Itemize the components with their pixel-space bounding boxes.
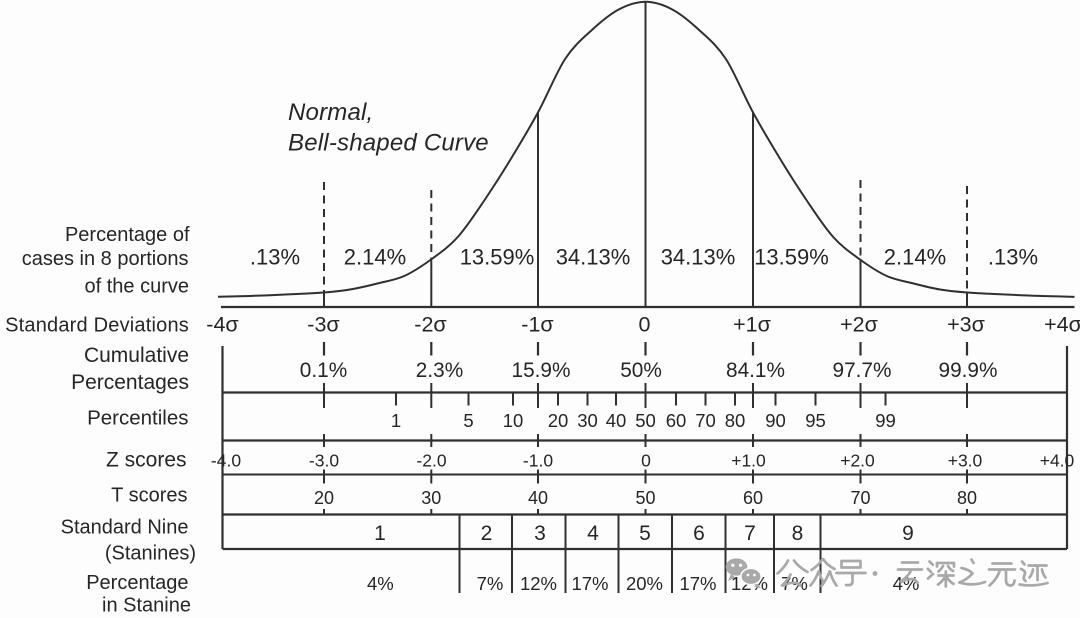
svg-text:.13%: .13%	[250, 245, 300, 270]
svg-text:99.9%: 99.9%	[939, 359, 998, 382]
svg-text:80: 80	[725, 410, 746, 431]
svg-text:-1.0: -1.0	[523, 451, 553, 471]
svg-text:10: 10	[503, 410, 524, 431]
svg-text:70: 70	[695, 410, 716, 431]
svg-text:Bell-shaped Curve: Bell-shaped Curve	[288, 130, 489, 157]
svg-text:+2σ: +2σ	[840, 313, 878, 337]
svg-text:+4σ: +4σ	[1044, 313, 1080, 337]
svg-text:Normal,: Normal,	[288, 99, 373, 126]
svg-text:15.9%: 15.9%	[512, 359, 571, 382]
svg-text:34.13%: 34.13%	[556, 245, 631, 270]
svg-text:9: 9	[902, 522, 914, 545]
svg-text:cases in 8 portions: cases in 8 portions	[22, 248, 189, 270]
svg-text:T scores: T scores	[111, 485, 187, 507]
svg-text:8: 8	[792, 522, 804, 545]
svg-text:7%: 7%	[477, 573, 504, 594]
svg-text:40: 40	[606, 410, 627, 431]
svg-text:Z scores: Z scores	[106, 449, 187, 472]
svg-text:Standard Nine: Standard Nine	[61, 517, 189, 539]
svg-text:7: 7	[744, 522, 756, 545]
svg-text:40: 40	[528, 488, 548, 508]
svg-text:13.59%: 13.59%	[754, 245, 829, 270]
svg-text:60: 60	[666, 410, 687, 431]
svg-text:1: 1	[391, 410, 401, 431]
svg-text:84.1%: 84.1%	[726, 359, 785, 382]
svg-text:Percentage: Percentage	[86, 572, 188, 594]
svg-text:.13%: .13%	[988, 245, 1038, 270]
svg-text:50%: 50%	[620, 359, 662, 382]
svg-text:-2σ: -2σ	[414, 313, 446, 337]
svg-text:5: 5	[639, 522, 651, 545]
svg-text:60: 60	[743, 488, 763, 508]
svg-text:1: 1	[374, 522, 386, 545]
svg-text:+1σ: +1σ	[733, 313, 771, 337]
svg-text:-3σ: -3σ	[307, 313, 339, 337]
svg-text:+2.0: +2.0	[840, 451, 875, 471]
svg-text:17%: 17%	[571, 573, 608, 594]
svg-text:2.14%: 2.14%	[344, 245, 406, 270]
svg-text:in Stanine: in Stanine	[102, 595, 191, 617]
svg-text:3: 3	[534, 522, 546, 545]
svg-text:+1.0: +1.0	[731, 451, 766, 471]
svg-text:95: 95	[805, 410, 826, 431]
svg-text:Percentages: Percentages	[71, 371, 189, 394]
svg-text:50: 50	[635, 410, 656, 431]
svg-text:4%: 4%	[367, 573, 394, 594]
svg-text:of the curve: of the curve	[84, 276, 189, 298]
svg-text:20: 20	[314, 488, 334, 508]
svg-text:80: 80	[957, 488, 977, 508]
svg-text:97.7%: 97.7%	[833, 359, 892, 382]
svg-text:99: 99	[875, 410, 896, 431]
svg-text:17%: 17%	[679, 573, 716, 594]
svg-text:6: 6	[693, 522, 705, 545]
svg-text:70: 70	[850, 488, 870, 508]
svg-text:4: 4	[587, 522, 599, 545]
svg-text:-4.0: -4.0	[211, 451, 241, 471]
svg-text:2.14%: 2.14%	[884, 245, 946, 270]
svg-text:Standard Deviations: Standard Deviations	[5, 315, 189, 337]
svg-text:-2.0: -2.0	[416, 451, 446, 471]
svg-text:2: 2	[481, 522, 493, 545]
svg-text:(Stanines): (Stanines)	[105, 543, 196, 565]
svg-text:2.3%: 2.3%	[416, 359, 463, 382]
svg-text:-4σ: -4σ	[206, 313, 238, 337]
svg-text:Percentiles: Percentiles	[87, 407, 188, 430]
svg-text:30: 30	[577, 410, 598, 431]
svg-text:+3σ: +3σ	[947, 313, 985, 337]
svg-text:13.59%: 13.59%	[460, 245, 535, 270]
svg-text:50: 50	[635, 488, 655, 508]
svg-text:90: 90	[765, 410, 786, 431]
svg-text:0.1%: 0.1%	[300, 359, 347, 382]
svg-text:+3.0: +3.0	[948, 451, 983, 471]
svg-text:20: 20	[548, 410, 569, 431]
svg-text:34.13%: 34.13%	[661, 245, 736, 270]
svg-text:0: 0	[641, 451, 651, 471]
svg-text:+4.0: +4.0	[1040, 451, 1075, 471]
svg-text:-3.0: -3.0	[309, 451, 339, 471]
svg-text:30: 30	[421, 488, 441, 508]
svg-text:12%: 12%	[520, 573, 557, 594]
svg-text:0: 0	[639, 313, 651, 337]
svg-text:20%: 20%	[626, 573, 663, 594]
svg-text:-1σ: -1σ	[521, 313, 553, 337]
svg-text:5: 5	[463, 410, 473, 431]
svg-text:Percentage of: Percentage of	[65, 224, 190, 246]
svg-text:Cumulative: Cumulative	[84, 344, 189, 367]
